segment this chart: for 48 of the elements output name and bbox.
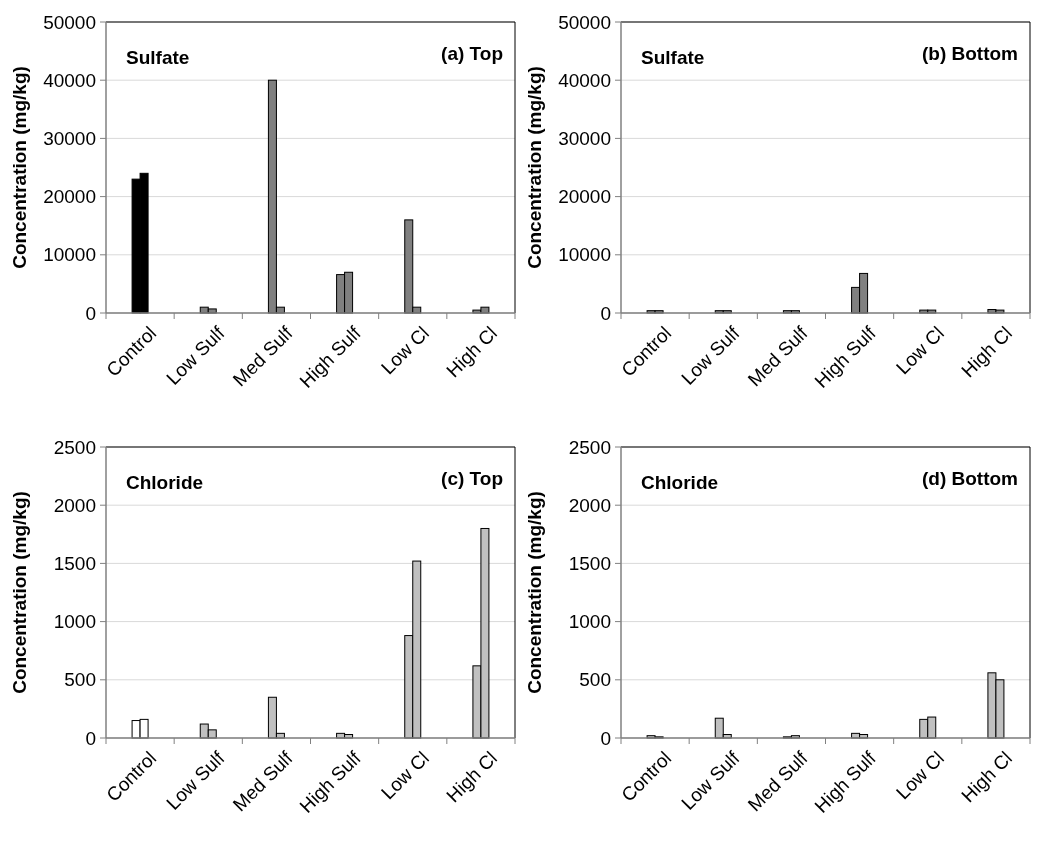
y-tick-label: 1500	[53, 553, 96, 575]
y-tick-label: 10000	[43, 244, 96, 266]
x-tick-label: High Sulf	[810, 321, 881, 392]
y-tick-label: 500	[579, 669, 611, 691]
y-tick-label: 30000	[558, 128, 611, 150]
y-tick-label: 10000	[558, 244, 611, 266]
text: (b) Bottom	[921, 43, 1018, 64]
y-tick-label: 40000	[43, 69, 96, 91]
x-tick-label: Low Sulf	[162, 746, 229, 814]
y-tick-label: 1500	[568, 553, 611, 575]
y-tick-label: 50000	[558, 11, 611, 33]
y-tick-label: 20000	[43, 186, 96, 208]
y-tick-label: 0	[85, 727, 96, 749]
y-tick-label: 20000	[558, 186, 611, 208]
x-tick-label: Low Cl	[377, 322, 433, 379]
x-tick-label: Low Cl	[892, 322, 948, 379]
y-tick-label: 0	[600, 727, 611, 749]
x-tick-label: Low Cl	[377, 747, 433, 804]
y-axis-title: Concentration (mg/kg)	[524, 66, 545, 269]
y-tick-label: 500	[64, 669, 96, 691]
y-tick-label: 2500	[53, 436, 96, 458]
y-tick-label: 40000	[558, 69, 611, 91]
x-tick-label: Low Sulf	[677, 746, 744, 814]
y-tick-label: 0	[600, 302, 611, 324]
x-tick-label: Low Sulf	[677, 321, 744, 389]
text: Sulfate	[641, 47, 705, 68]
text: Chloride	[641, 472, 719, 493]
y-axis-title: Concentration (mg/kg)	[9, 66, 30, 269]
y-tick-label: 2500	[568, 436, 611, 458]
text: (c) Top	[441, 468, 503, 489]
y-tick-label: 50000	[43, 11, 96, 33]
y-tick-label: 1000	[53, 611, 96, 633]
x-tick-label: Low Cl	[892, 747, 948, 804]
y-tick-label: 1000	[568, 611, 611, 633]
text: Sulfate	[126, 47, 190, 68]
y-tick-label: 2000	[568, 494, 611, 516]
y-tick-label: 30000	[43, 128, 96, 150]
y-tick-label: 2000	[53, 494, 96, 516]
text: (a) Top	[441, 43, 503, 64]
x-tick-label: High Sulf	[295, 321, 366, 392]
y-axis-title: Concentration (mg/kg)	[524, 491, 545, 694]
y-tick-label: 0	[85, 302, 96, 324]
x-tick-label: High Sulf	[810, 746, 881, 817]
x-tick-label: Low Sulf	[162, 321, 229, 389]
text: (d) Bottom	[921, 468, 1018, 489]
y-axis-title: Concentration (mg/kg)	[9, 491, 30, 694]
x-tick-label: High Sulf	[295, 746, 366, 817]
text: Chloride	[126, 472, 204, 493]
